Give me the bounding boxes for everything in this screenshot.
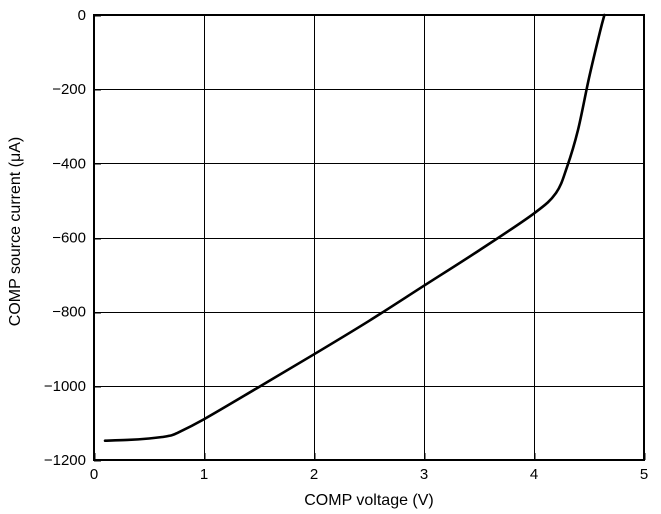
series-line (103, 13, 606, 443)
y-tick-label: −200 (52, 81, 86, 98)
y-tick-label: 0 (78, 7, 86, 24)
y-tick-label: −1000 (44, 378, 86, 395)
y-tick-label: −800 (52, 304, 86, 321)
y-tick-label: −1200 (44, 452, 86, 469)
grid-lines (94, 15, 644, 460)
y-tick-label: −400 (52, 155, 86, 172)
plot-frame (93, 14, 645, 461)
y-axis-label: COMP source current (μA) (7, 137, 24, 326)
x-tick-label: 0 (90, 466, 98, 483)
y-tick-labels: 0 −200 −400 −600 −800 −1000 −1200 (44, 7, 86, 469)
x-tick-label: 4 (530, 466, 538, 483)
x-tick-labels: 0 1 2 3 4 5 (90, 466, 648, 483)
x-tick-label: 3 (420, 466, 428, 483)
x-axis-label: COMP voltage (V) (304, 492, 434, 509)
x-tick-label: 1 (200, 466, 208, 483)
y-tick-label: −600 (52, 230, 86, 247)
x-tick-label: 2 (310, 466, 318, 483)
series-layer (103, 13, 606, 443)
x-tick-label: 5 (640, 466, 648, 483)
